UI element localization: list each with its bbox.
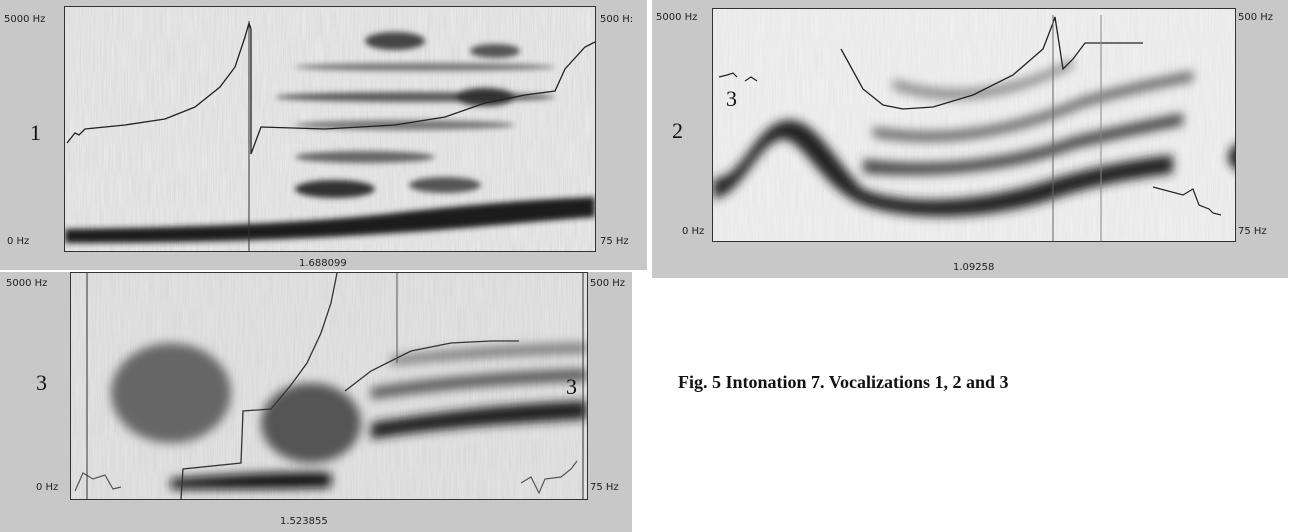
spectrogram-panel-2: 5000 Hz 0 Hz 500 Hz 75 Hz 1.09258 2 3: [652, 0, 1288, 278]
spectrogram-panel-3: 5000 Hz 0 Hz 500 Hz 75 Hz 1.523855: [0, 272, 632, 532]
pitch-top-label: 500 Hz: [590, 278, 626, 289]
vocalization-number: 2: [672, 118, 683, 143]
vocalization-number: 3: [36, 370, 47, 395]
freq-bottom-label: 0 Hz: [36, 482, 59, 493]
pitch-top-label: 500 H:: [600, 14, 634, 25]
pitch-bottom-label: 75 Hz: [590, 482, 619, 493]
freq-top-label: 5000 Hz: [6, 278, 48, 289]
freq-bottom-label: 0 Hz: [682, 226, 705, 237]
time-readout: 1.09258: [953, 262, 995, 273]
freq-bottom-label: 0 Hz: [7, 236, 30, 247]
spectrogram-image-3: [70, 272, 588, 500]
freq-top-label: 5000 Hz: [656, 12, 698, 23]
vocalization-number: 1: [30, 120, 41, 145]
pitch-bottom-label: 75 Hz: [1238, 226, 1267, 237]
inset-number: 3: [566, 374, 577, 399]
spectrogram-image-2: [712, 8, 1236, 242]
inset-number: 3: [726, 86, 737, 111]
time-readout: 1.523855: [280, 516, 328, 527]
pitch-top-label: 500 Hz: [1238, 12, 1274, 23]
freq-top-label: 5000 Hz: [4, 14, 46, 25]
time-readout: 1.688099: [299, 258, 347, 269]
pitch-bottom-label: 75 Hz: [600, 236, 629, 247]
figure-caption: Fig. 5 Intonation 7. Vocalizations 1, 2 …: [678, 372, 1009, 392]
spectrogram-image-1: [64, 6, 596, 252]
spectrogram-panel-1: 5000 Hz 0 Hz 500 H: 75 Hz 1.688099: [0, 0, 647, 270]
